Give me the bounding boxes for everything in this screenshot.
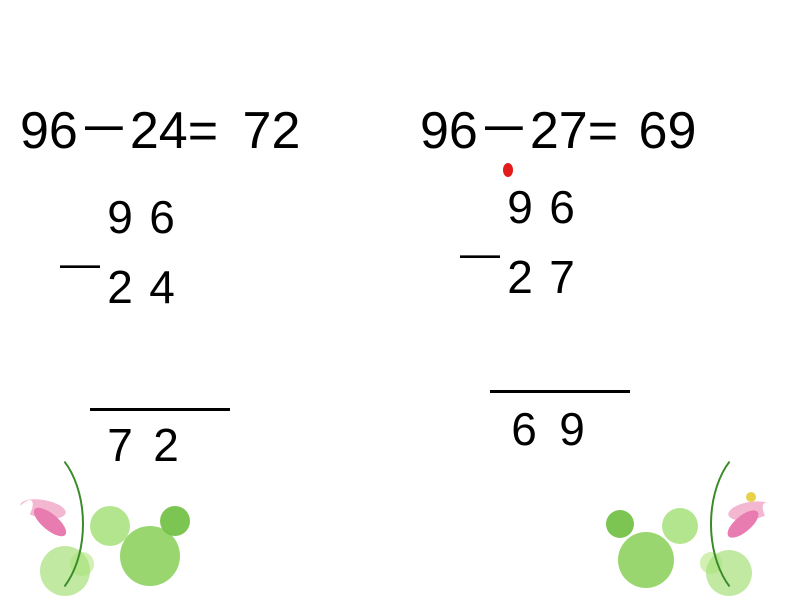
right-vert-sub-tens: 2 bbox=[500, 250, 540, 304]
right-minus: － bbox=[478, 102, 530, 160]
right-minuend: 96 bbox=[420, 102, 478, 160]
right-vert-minuend-tens: 9 bbox=[500, 180, 540, 234]
right-subtrahend: 27 bbox=[530, 102, 588, 160]
left-equals: = bbox=[188, 102, 218, 160]
decoration-bottom-left bbox=[0, 416, 220, 596]
right-answer: 69 bbox=[639, 102, 697, 160]
right-vert-res-tens: 6 bbox=[504, 402, 544, 456]
right-vert-sub-ones: 7 bbox=[542, 250, 582, 304]
left-vert-sub-tens: 2 bbox=[100, 260, 140, 314]
left-vert-line bbox=[90, 408, 230, 411]
left-vert-minuend-ones: 6 bbox=[142, 190, 182, 244]
right-equals: = bbox=[588, 102, 618, 160]
left-answer: 72 bbox=[243, 102, 301, 160]
left-minus: － bbox=[78, 102, 130, 160]
equation-left: 96－24= 72 bbox=[20, 88, 300, 163]
left-vert-sub-ones: 4 bbox=[142, 260, 182, 314]
left-minuend: 96 bbox=[20, 102, 78, 160]
left-subtrahend: 24 bbox=[130, 102, 188, 160]
right-vert-minuend-ones: 6 bbox=[542, 180, 582, 234]
borrow-dot bbox=[503, 163, 513, 177]
left-vert-minuend-tens: 9 bbox=[100, 190, 140, 244]
right-vert-line bbox=[490, 390, 630, 393]
decoration-bottom-right bbox=[574, 416, 794, 596]
equation-right: 96－27= 69 bbox=[420, 88, 696, 163]
